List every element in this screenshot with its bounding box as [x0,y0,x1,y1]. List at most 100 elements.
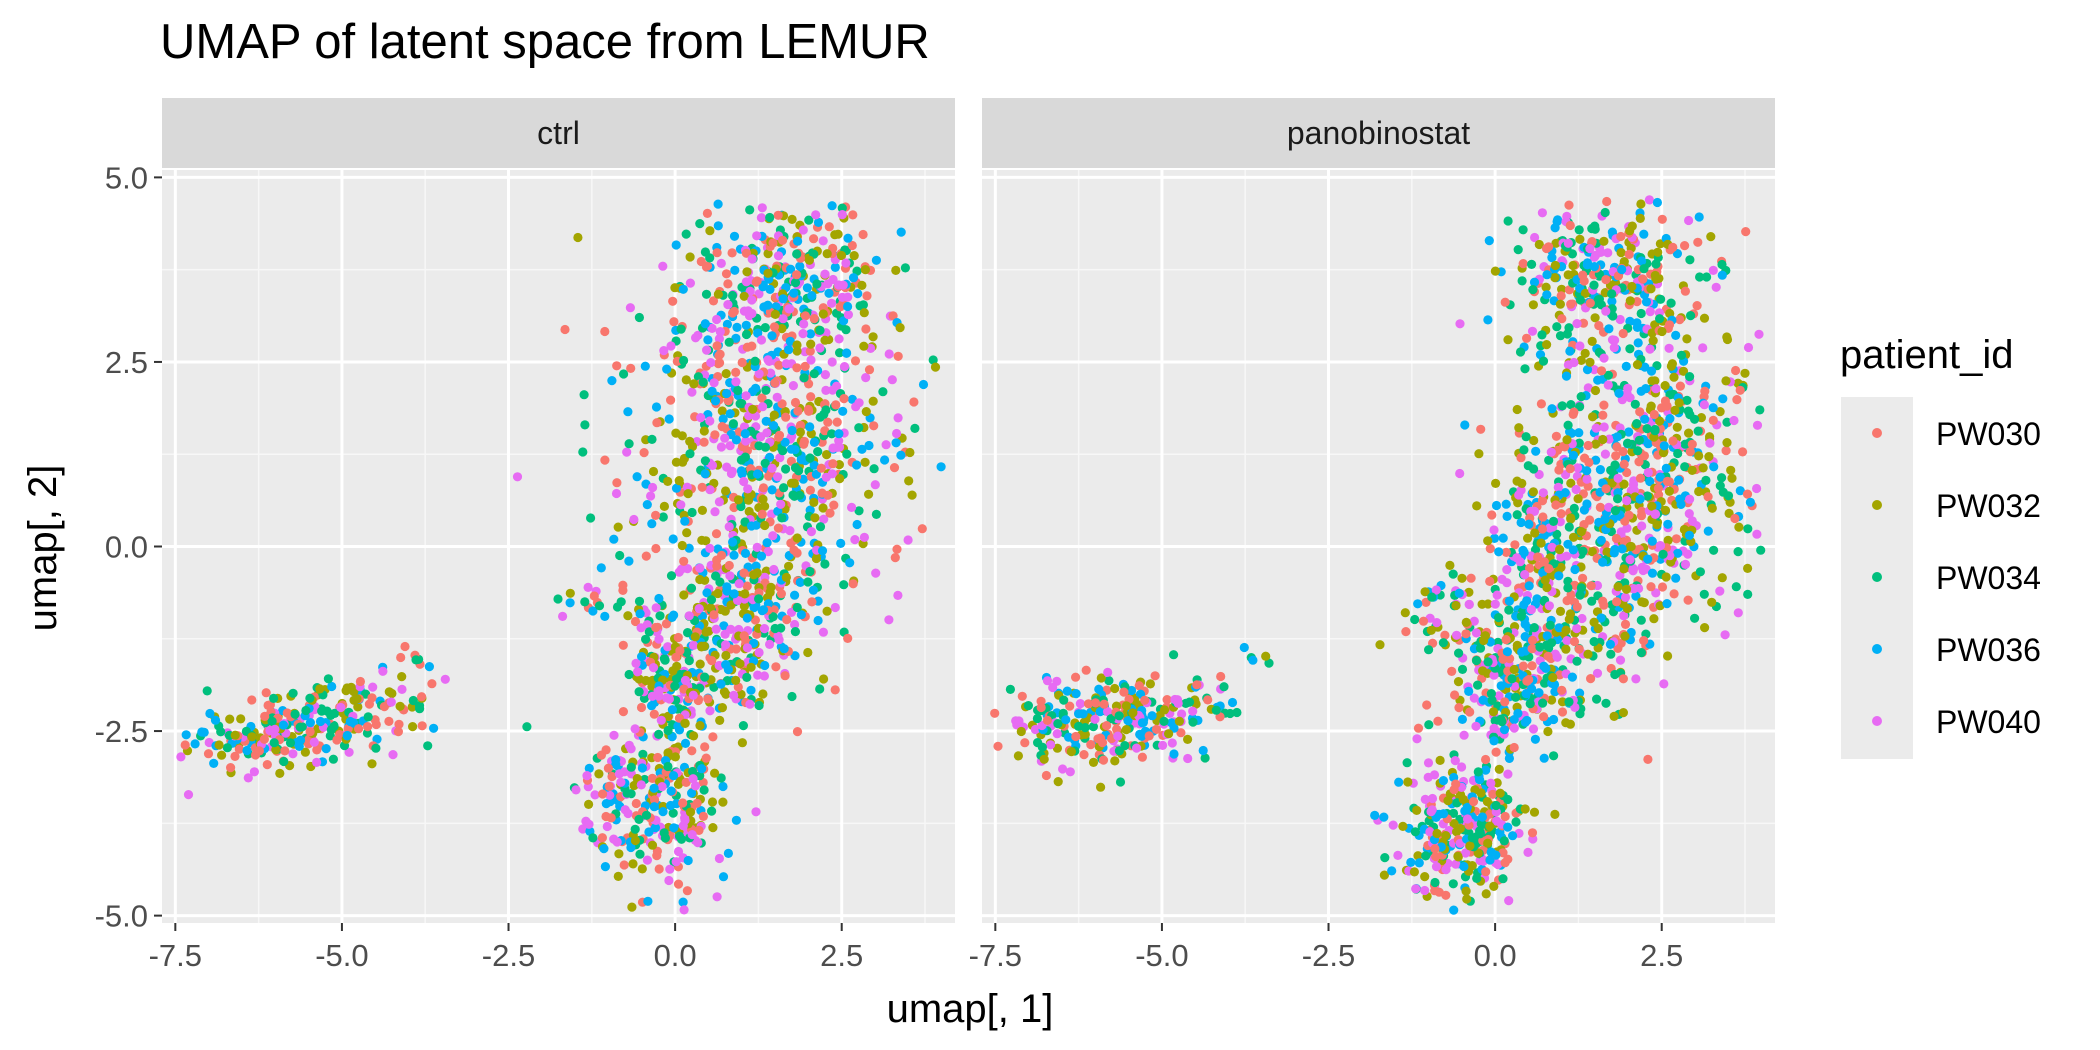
data-point [1504,605,1514,615]
x-tick-label: -5.0 [1135,938,1188,973]
data-point [1413,599,1423,609]
data-point [1183,734,1193,745]
data-point [854,423,864,433]
data-point [1509,664,1519,675]
data-point [1575,341,1585,351]
data-point [1591,250,1601,260]
data-point [831,400,841,410]
data-point [746,685,756,695]
data-point [769,564,779,575]
data-point [742,581,752,591]
data-point [1708,403,1718,413]
data-point [1512,404,1522,415]
data-point [649,802,659,812]
data-point [1680,462,1690,472]
data-point [1557,685,1567,695]
data-point [1666,298,1676,308]
data-point [1426,625,1436,635]
data-point [827,429,837,439]
data-point [1539,557,1549,567]
data-point [236,714,246,724]
data-point [1634,435,1644,445]
data-point [810,513,820,523]
data-point [1529,277,1540,287]
data-point [295,722,305,732]
data-point [1432,618,1442,628]
data-point [1579,276,1589,286]
data-point [670,752,681,762]
data-point [580,597,590,607]
data-point [910,423,920,433]
data-point [1684,530,1694,541]
data-point [677,564,687,574]
data-point [1402,758,1412,768]
data-point [1504,896,1514,906]
data-point [190,739,200,749]
data-point [609,534,619,544]
data-point [1752,529,1762,539]
data-point [1528,487,1538,497]
data-point [259,734,269,744]
data-point [709,682,719,692]
data-point [656,715,666,725]
data-point [1441,890,1451,900]
data-point [1530,734,1540,744]
data-point [1566,299,1576,309]
data-point [1475,643,1486,653]
data-point [900,263,911,273]
data-point [1151,724,1162,735]
data-point [1617,544,1627,554]
data-point [697,505,708,515]
data-point [767,485,777,495]
data-point [1673,548,1683,558]
data-point [729,589,739,599]
data-point [1485,821,1495,831]
data-point [1514,490,1524,500]
data-point [1663,651,1673,661]
data-point [1398,821,1408,832]
data-point [1694,212,1704,222]
data-point [770,378,780,388]
data-point [1623,438,1633,448]
data-point [1484,236,1494,246]
data-point [639,448,649,458]
data-point [573,232,583,243]
data-point [729,502,739,513]
data-point [819,514,829,524]
data-point [288,688,298,698]
data-point [820,269,830,279]
data-point [663,725,673,736]
data-point [1429,770,1440,780]
data-point [884,349,894,359]
data-point [665,864,675,874]
data-point [1542,270,1552,280]
data-point [1565,609,1576,619]
data-point [429,723,439,733]
data-point [711,624,721,634]
data-point [1743,342,1754,353]
data-point [683,628,693,638]
data-point [721,269,732,279]
data-point [636,702,647,713]
data-point [785,526,795,536]
data-point [1599,400,1609,410]
data-point [323,674,333,684]
data-point [1203,695,1213,705]
data-point [1511,692,1521,702]
data-point [654,729,664,740]
data-point [1502,565,1512,575]
data-point [805,566,815,577]
data-point [414,701,425,711]
data-point [666,800,676,811]
data-point [1553,482,1563,492]
data-point [721,660,731,670]
data-point [716,258,726,268]
data-point [1707,597,1717,607]
data-point [752,276,762,286]
data-point [1602,196,1612,207]
data-point [842,348,852,358]
data-point [646,491,656,501]
data-point [622,447,632,457]
data-point [869,421,879,431]
data-point [803,404,814,415]
